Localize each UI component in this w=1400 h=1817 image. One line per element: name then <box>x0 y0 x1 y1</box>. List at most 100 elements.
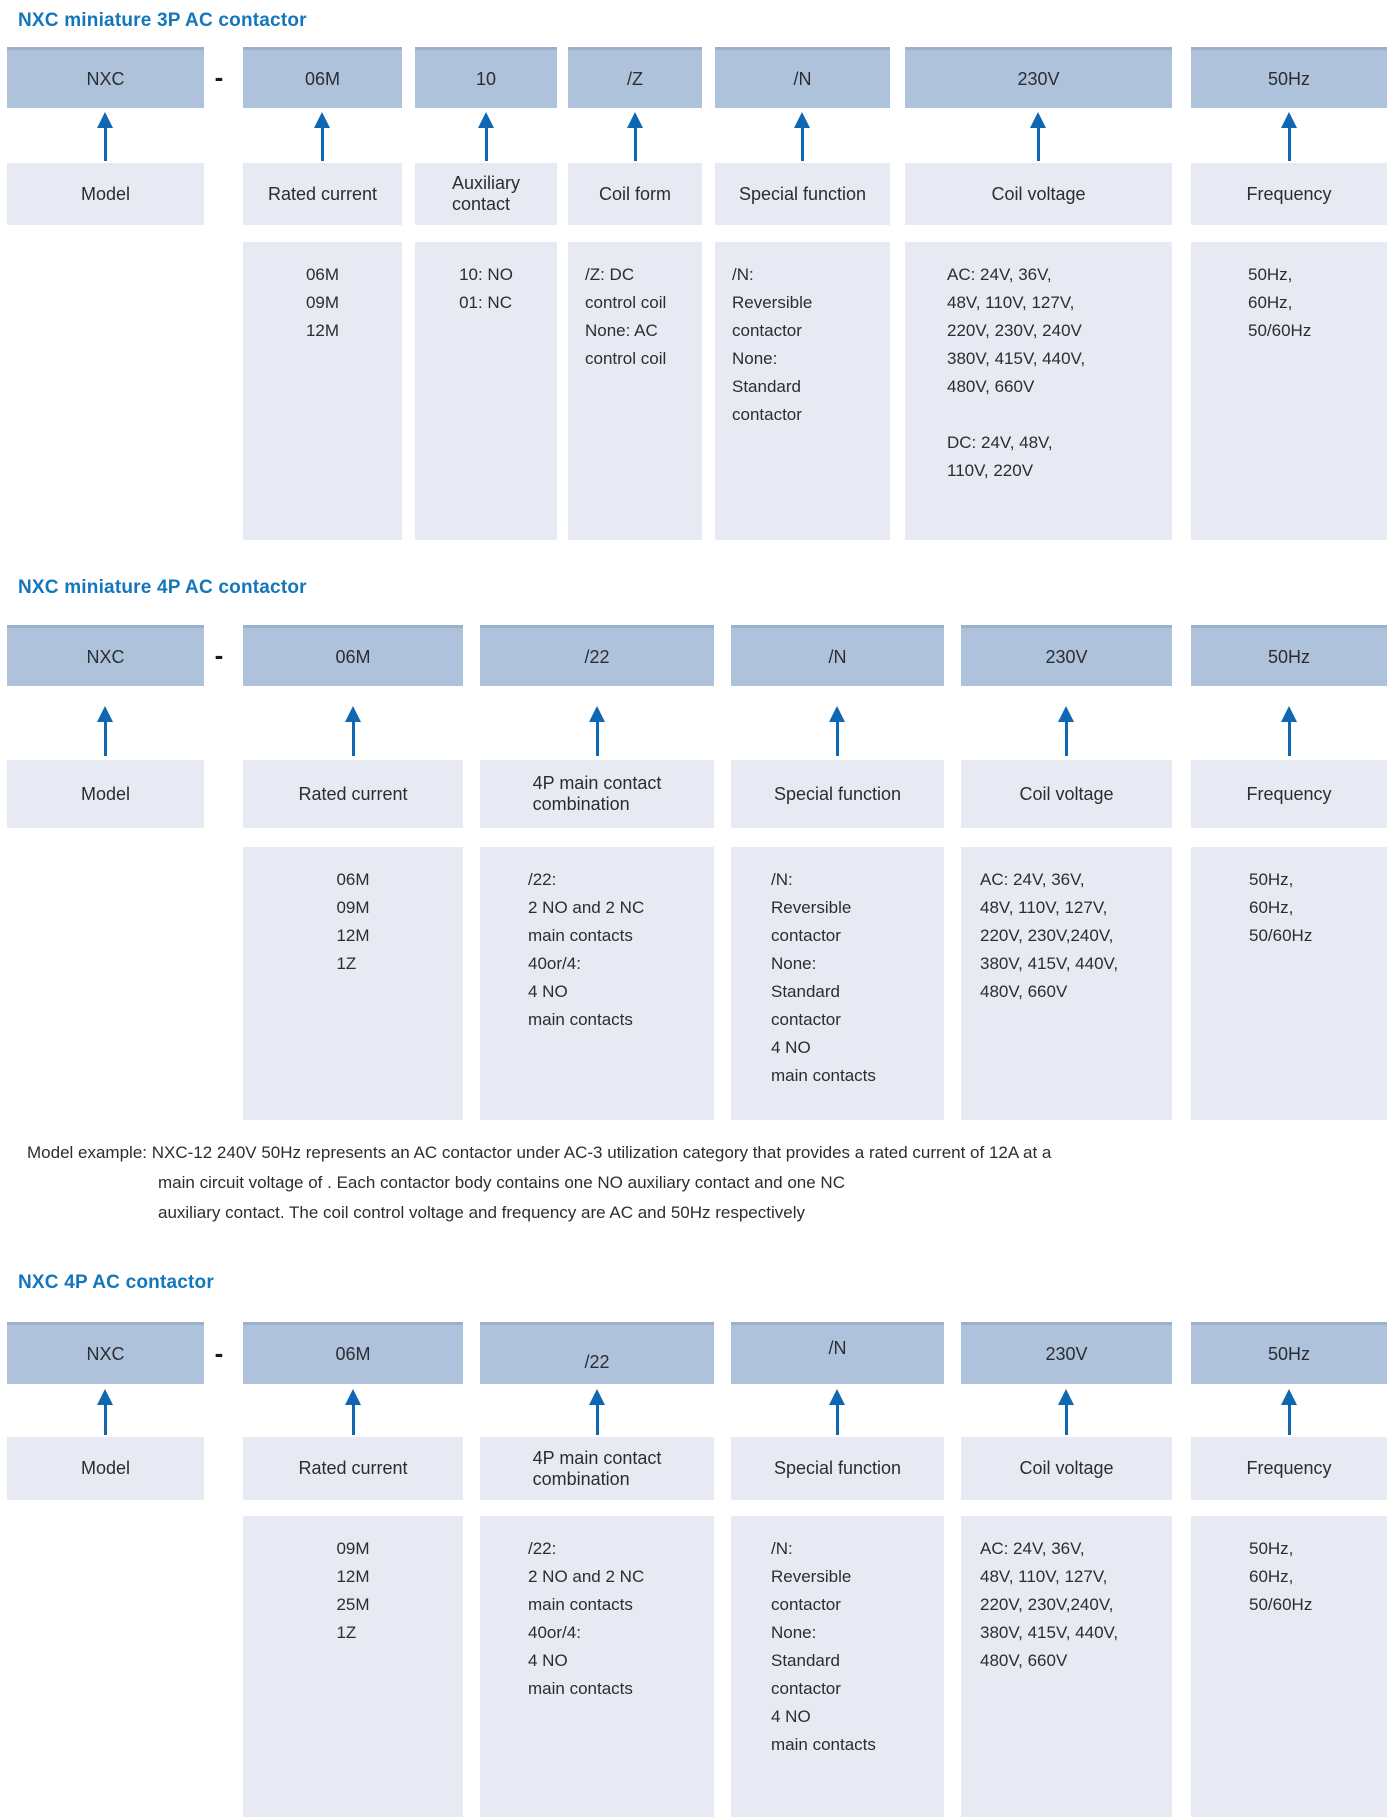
desc-box-rated-current: 06M 09M 12M <box>243 242 402 540</box>
desc-box-coil-voltage: AC: 24V, 36V, 48V, 110V, 127V, 220V, 230… <box>961 1516 1172 1817</box>
desc-text: 50Hz, 60Hz, 50/60Hz <box>1248 265 1312 340</box>
label-box-frequency: Frequency <box>1191 760 1387 828</box>
code-box-special-function: /N <box>731 625 944 686</box>
code-text: 50Hz <box>1267 68 1311 89</box>
label-box-rated-current: Rated current <box>243 163 402 225</box>
up-arrow-icon <box>478 112 494 161</box>
label-text: Frequency <box>1246 1458 1332 1478</box>
label-box-coil-form: Coil form <box>568 163 702 225</box>
label-text: Frequency <box>1246 183 1332 204</box>
code-box-model: NXC <box>7 47 204 108</box>
label-box-model: Model <box>7 760 204 828</box>
code-text: /Z <box>627 68 643 89</box>
label-text: Auxiliary contact <box>451 173 521 214</box>
desc-box-frequency: 50Hz, 60Hz, 50/60Hz <box>1191 1516 1387 1817</box>
up-arrow-icon <box>794 112 810 161</box>
desc-text: AC: 24V, 36V, 48V, 110V, 127V, 220V, 230… <box>980 1539 1119 1670</box>
section-title: NXC miniature 4P AC contactor <box>18 577 307 598</box>
up-arrow-icon <box>1058 706 1074 756</box>
up-arrow-icon <box>1281 1389 1297 1435</box>
desc-box-special-function: /N: Reversible contactor None: Standard … <box>715 242 890 540</box>
code-text: /N <box>793 68 812 89</box>
up-arrow-icon <box>1030 112 1046 161</box>
label-box-rated-current: Rated current <box>243 1437 463 1500</box>
up-arrow-icon <box>1281 706 1297 756</box>
desc-box-main-contact-combination: /22: 2 NO and 2 NC main contacts 40or/4:… <box>480 1516 714 1817</box>
separator-dash: - <box>214 640 224 670</box>
up-arrow-icon <box>345 706 361 756</box>
code-text: 06M <box>335 646 371 667</box>
desc-text: /22: 2 NO and 2 NC main contacts 40or/4:… <box>528 1539 645 1698</box>
code-box-model: NXC <box>7 625 204 686</box>
code-text: NXC <box>86 68 125 89</box>
up-arrow-icon <box>589 706 605 756</box>
code-box-frequency: 50Hz <box>1191 1322 1387 1384</box>
desc-text: 06M 09M 12M 1Z <box>336 870 370 973</box>
code-text: 06M <box>304 68 340 89</box>
code-text: 06M <box>335 1344 371 1364</box>
code-box-frequency: 50Hz <box>1191 625 1387 686</box>
label-text: Frequency <box>1246 783 1332 804</box>
model-example-note: Model example: NXC-12 240V 50Hz represen… <box>27 1138 1051 1228</box>
desc-text: 50Hz, 60Hz, 50/60Hz <box>1249 870 1313 945</box>
label-box-frequency: Frequency <box>1191 1437 1387 1500</box>
label-text: Special function <box>773 1458 902 1478</box>
code-box-special-function: /N <box>715 47 890 108</box>
code-text: NXC <box>86 1344 125 1364</box>
label-text: Special function <box>773 783 902 804</box>
note-line: main circuit voltage of . Each contactor… <box>158 1173 845 1192</box>
desc-box-frequency: 50Hz, 60Hz, 50/60Hz <box>1191 847 1387 1120</box>
up-arrow-icon <box>589 1389 605 1435</box>
label-text: Rated current <box>267 183 378 204</box>
desc-box-coil-form: /Z: DC control coil None: AC control coi… <box>568 242 702 540</box>
desc-box-special-function: /N: Reversible contactor None: Standard … <box>731 1516 944 1817</box>
desc-box-main-contact-combination: /22: 2 NO and 2 NC main contacts 40or/4:… <box>480 847 714 1120</box>
label-box-model: Model <box>7 1437 204 1500</box>
up-arrow-icon <box>97 112 113 161</box>
label-box-coil-voltage: Coil voltage <box>905 163 1172 225</box>
code-text: 230V <box>1045 646 1088 667</box>
desc-text: /22: 2 NO and 2 NC main contacts 40or/4:… <box>528 870 645 1029</box>
label-text: 4P main contact combination <box>532 773 662 814</box>
code-text: NXC <box>86 646 125 667</box>
desc-text: 06M 09M 12M <box>305 265 340 340</box>
label-text: Rated current <box>298 1458 408 1478</box>
desc-box-auxiliary-contact: 10: NO 01: NC <box>415 242 557 540</box>
note-line: auxiliary contact. The coil control volt… <box>158 1203 805 1222</box>
code-text: 10 <box>475 68 497 89</box>
code-text: /22 <box>584 1352 610 1372</box>
label-box-model: Model <box>7 163 204 225</box>
desc-box-frequency: 50Hz, 60Hz, 50/60Hz <box>1191 242 1387 540</box>
note-line: Model example: NXC-12 240V 50Hz represen… <box>27 1143 1052 1162</box>
code-box-coil-form: /Z <box>568 47 702 108</box>
label-box-special-function: Special function <box>731 760 944 828</box>
up-arrow-icon <box>345 1389 361 1435</box>
code-box-main-contact-combination: /22 <box>480 625 714 686</box>
label-text: Coil voltage <box>1019 1458 1114 1478</box>
up-arrow-icon <box>1058 1389 1074 1435</box>
desc-text: 50Hz, 60Hz, 50/60Hz <box>1249 1539 1313 1614</box>
code-box-main-contact-combination: /22 <box>480 1322 714 1384</box>
code-box-coil-voltage: 230V <box>961 1322 1172 1384</box>
separator-dash: - <box>214 62 224 92</box>
label-text: Model <box>80 1458 131 1478</box>
up-arrow-icon <box>1281 112 1297 161</box>
code-text: 50Hz <box>1267 646 1311 667</box>
label-box-special-function: Special function <box>715 163 890 225</box>
desc-box-rated-current: 09M 12M 25M 1Z <box>243 1516 463 1817</box>
label-box-special-function: Special function <box>731 1437 944 1500</box>
up-arrow-icon <box>829 1389 845 1435</box>
label-text: Model <box>80 183 131 204</box>
label-text: Coil voltage <box>991 183 1086 204</box>
label-box-coil-voltage: Coil voltage <box>961 1437 1172 1500</box>
label-box-rated-current: Rated current <box>243 760 463 828</box>
label-box-frequency: Frequency <box>1191 163 1387 225</box>
desc-box-coil-voltage: AC: 24V, 36V, 48V, 110V, 127V, 220V, 230… <box>961 847 1172 1120</box>
code-box-special-function: /N <box>731 1322 944 1384</box>
label-box-main-contact-combination: 4P main contact combination <box>480 760 714 828</box>
up-arrow-icon <box>829 706 845 756</box>
code-text: 230V <box>1017 68 1060 89</box>
desc-text: AC: 24V, 36V, 48V, 110V, 127V, 220V, 230… <box>980 870 1119 1001</box>
separator-dash: - <box>214 1337 224 1368</box>
desc-text: /N: Reversible contactor None: Standard … <box>732 265 813 424</box>
